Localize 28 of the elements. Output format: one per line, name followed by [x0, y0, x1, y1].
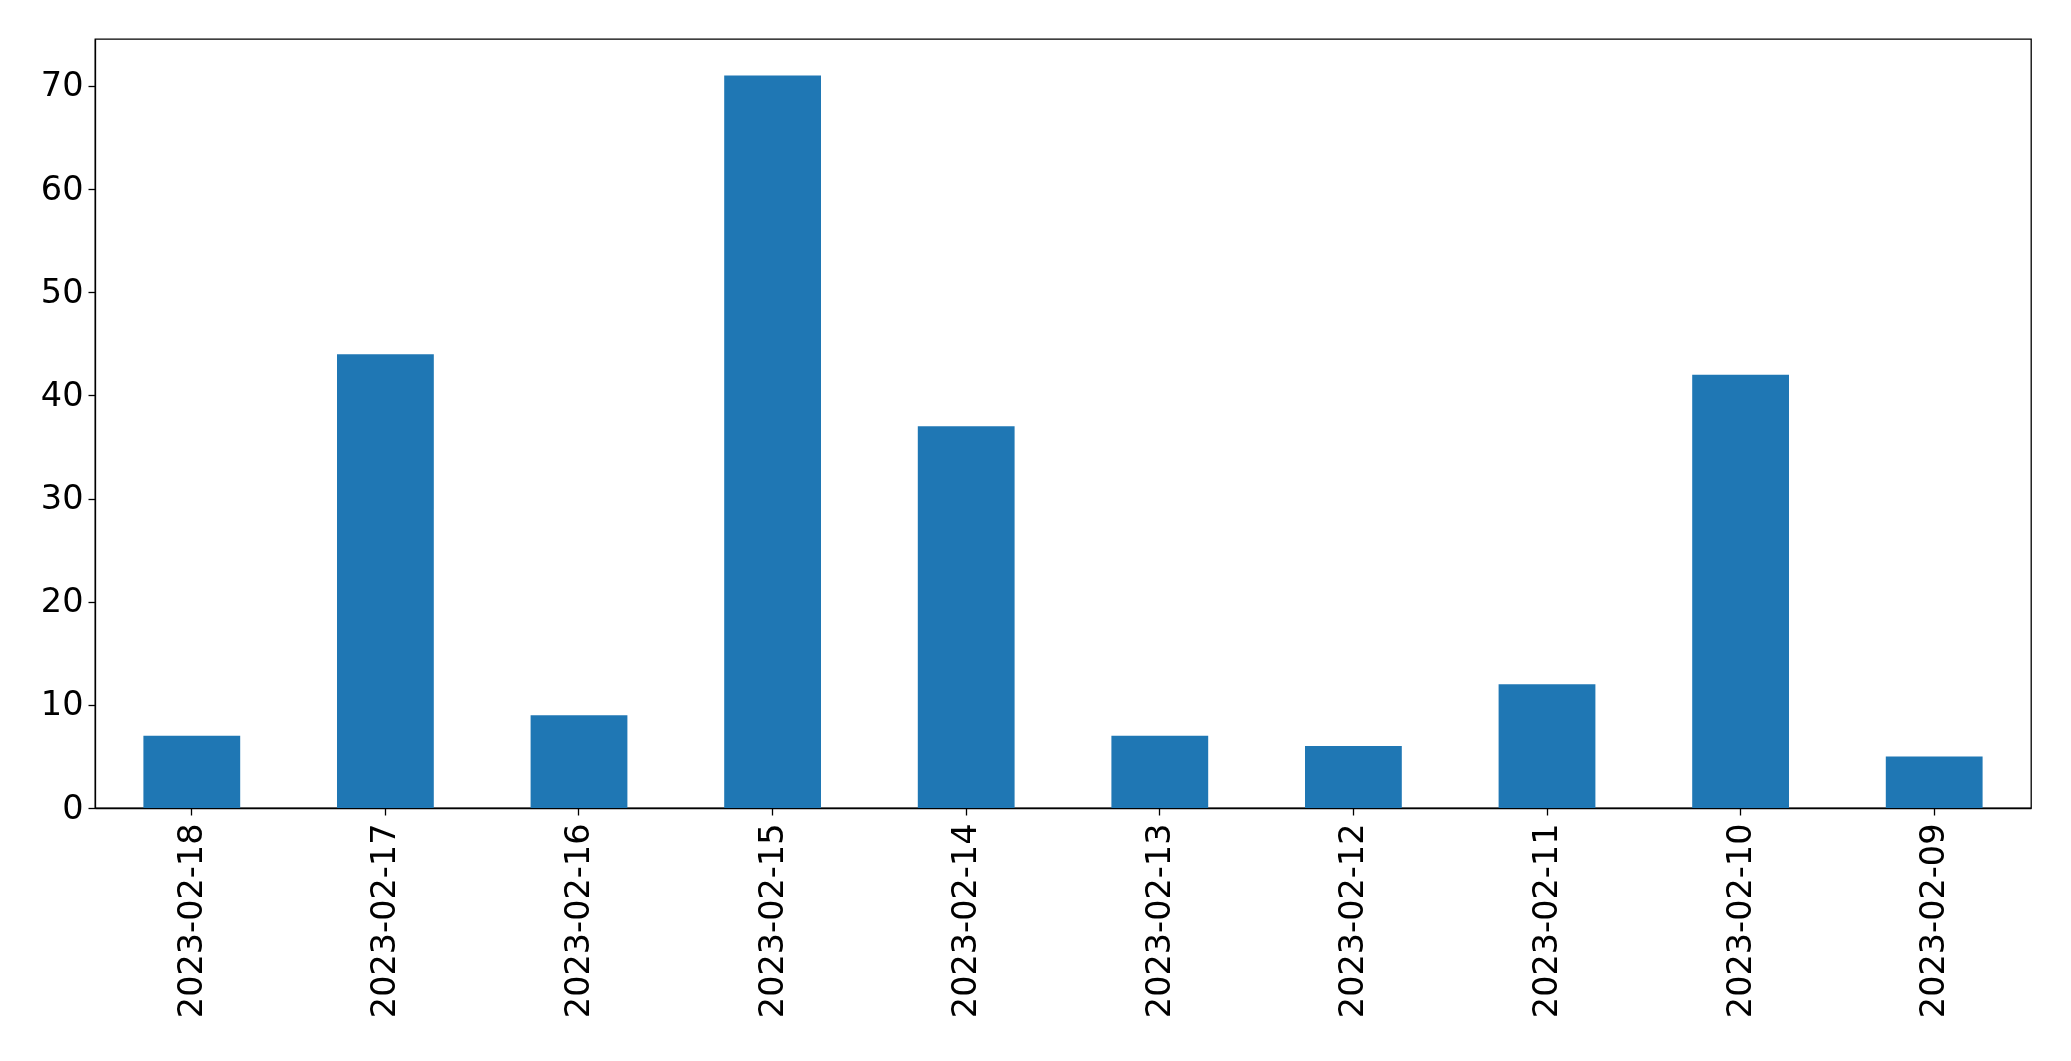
x-tick-label: 2023-02-18: [170, 823, 210, 1019]
x-tick-label: 2023-02-10: [1719, 823, 1759, 1019]
x-tick-label: 2023-02-14: [945, 823, 985, 1019]
bar: [143, 735, 241, 808]
bar: [530, 715, 628, 808]
x-tick-label: 2023-02-15: [751, 823, 791, 1019]
bar: [1885, 756, 1983, 808]
bar: [1498, 684, 1596, 808]
y-tick-label: 0: [62, 787, 84, 827]
bar: [724, 75, 821, 808]
x-tick-label: 2023-02-17: [364, 823, 404, 1019]
x-tick-label: 2023-02-16: [558, 823, 597, 1019]
y-tick-label: 30: [40, 478, 84, 518]
y-tick-label: 10: [40, 684, 84, 724]
x-tick-label: 2023-02-09: [1913, 823, 1953, 1019]
bar: [917, 426, 1015, 808]
y-tick-label: 20: [40, 581, 84, 621]
y-tick-label: 50: [40, 271, 84, 311]
x-tick-label: 2023-02-11: [1526, 823, 1565, 1019]
y-tick-label: 60: [40, 168, 84, 208]
y-tick-label: 40: [40, 374, 84, 414]
x-tick-label: 2023-02-13: [1138, 823, 1178, 1019]
x-tick-label: 2023-02-12: [1332, 823, 1372, 1019]
bar: [1111, 735, 1209, 808]
bar: [337, 354, 434, 808]
bar: [1692, 374, 1789, 808]
y-tick-label: 70: [40, 65, 84, 105]
bar: [1305, 746, 1402, 808]
